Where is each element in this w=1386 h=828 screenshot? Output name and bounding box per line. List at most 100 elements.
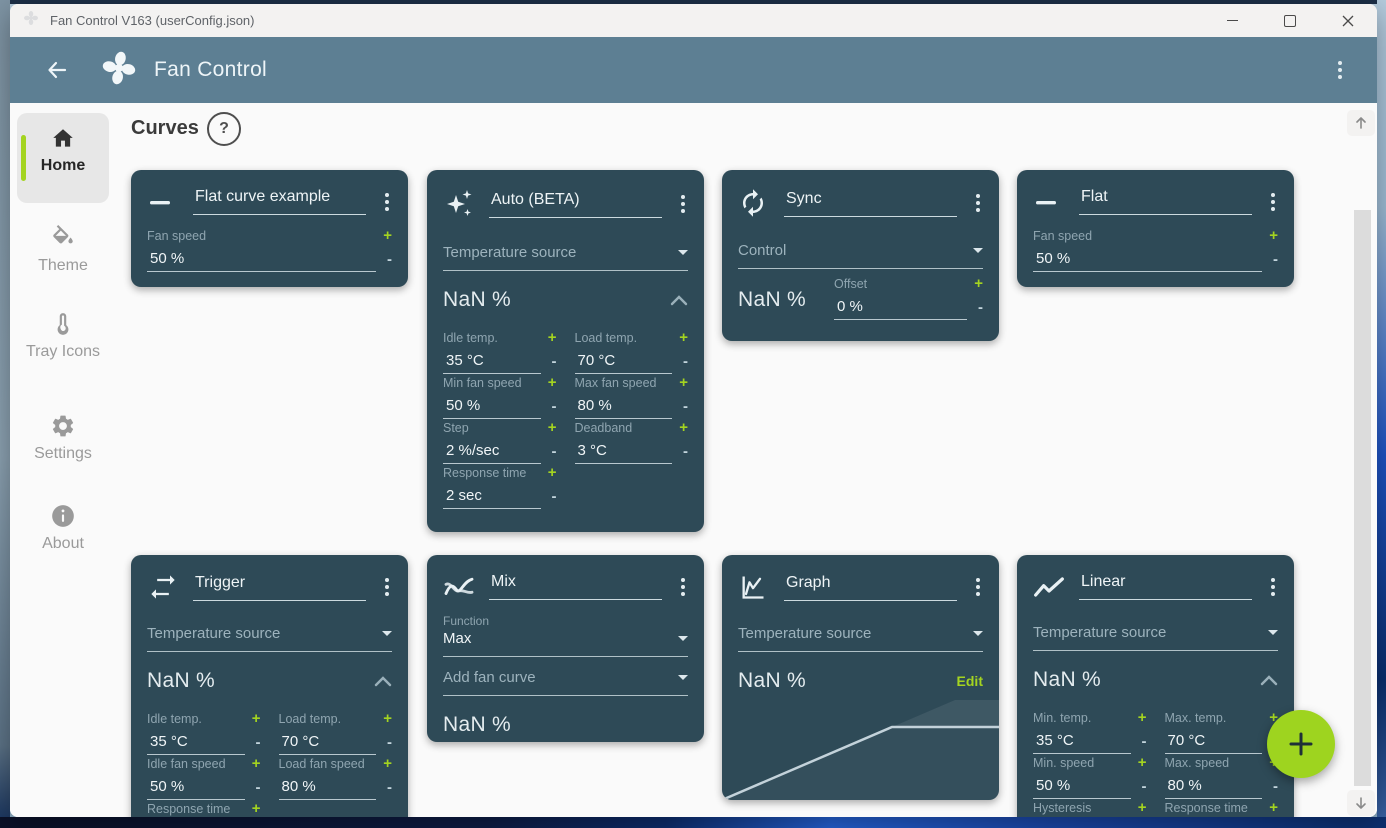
increment-button[interactable]: + — [547, 464, 557, 481]
curve-name-input[interactable] — [784, 573, 957, 601]
increment-button[interactable]: + — [1137, 799, 1147, 816]
card-menu-button[interactable] — [678, 575, 688, 599]
curve-name-input[interactable] — [193, 188, 366, 215]
temperature-source-select[interactable]: Temperature source — [738, 625, 983, 652]
scroll-up-button[interactable] — [1347, 110, 1375, 136]
curve-card-flat[interactable]: Fan speed + 50 %- — [1017, 170, 1294, 287]
card-menu-button[interactable] — [973, 191, 983, 215]
increment-button[interactable]: + — [679, 329, 688, 346]
curve-card-flat-example[interactable]: Fan speed + 50 %- — [131, 170, 408, 287]
field-value[interactable]: 50 % — [147, 250, 376, 272]
increment-button[interactable]: + — [1137, 754, 1147, 771]
field-value[interactable]: 0 % — [834, 298, 967, 320]
field-value[interactable]: 80 % — [574, 397, 672, 419]
function-select[interactable]: Max — [443, 630, 688, 657]
decrement-button[interactable]: - — [683, 443, 688, 460]
curve-card-graph[interactable]: Temperature source NaN % Edit — [722, 555, 999, 800]
curve-name-input[interactable] — [784, 189, 957, 217]
close-button[interactable] — [1319, 4, 1377, 37]
decrement-button[interactable]: - — [1273, 251, 1278, 268]
increment-button[interactable]: + — [547, 329, 557, 346]
increment-button[interactable]: + — [1269, 709, 1278, 726]
field-value[interactable]: 70 °C — [278, 733, 376, 755]
minimize-button[interactable] — [1203, 4, 1261, 37]
field-value[interactable]: 80 % — [1164, 777, 1262, 799]
scroll-down-button[interactable] — [1347, 790, 1375, 816]
decrement-button[interactable]: - — [551, 398, 557, 415]
sidebar-item-home[interactable]: Home — [17, 113, 109, 203]
increment-button[interactable]: + — [251, 800, 261, 817]
decrement-button[interactable]: - — [683, 353, 688, 370]
temperature-source-select[interactable]: Temperature source — [443, 244, 688, 271]
curve-name-input[interactable] — [1079, 573, 1252, 600]
temperature-source-select[interactable]: Temperature source — [147, 625, 392, 652]
card-menu-button[interactable] — [382, 190, 392, 214]
card-menu-button[interactable] — [1268, 575, 1278, 599]
decrement-button[interactable]: - — [1273, 778, 1278, 795]
decrement-button[interactable]: - — [551, 353, 557, 370]
decrement-button[interactable]: - — [255, 779, 261, 796]
decrement-button[interactable]: - — [1141, 778, 1147, 795]
increment-button[interactable]: + — [383, 710, 392, 727]
curve-name-input[interactable] — [489, 190, 662, 218]
decrement-button[interactable]: - — [387, 251, 392, 268]
curve-card-mix[interactable]: Function Max Add fan curve NaN % — [427, 555, 704, 742]
card-menu-button[interactable] — [382, 575, 392, 599]
decrement-button[interactable]: - — [255, 734, 261, 751]
increment-button[interactable]: + — [383, 227, 392, 244]
curve-name-input[interactable] — [193, 573, 366, 601]
card-menu-button[interactable] — [973, 575, 983, 599]
curve-name-input[interactable] — [489, 573, 662, 600]
increment-button[interactable]: + — [1269, 227, 1278, 244]
field-value[interactable]: 35 °C — [1033, 732, 1131, 754]
curve-name-input[interactable] — [1079, 188, 1252, 215]
field-value[interactable]: 35 °C — [443, 352, 541, 374]
increment-button[interactable]: + — [547, 374, 557, 391]
control-select[interactable]: Control — [738, 242, 983, 269]
field-value[interactable]: 50 % — [1033, 250, 1262, 272]
collapse-button[interactable] — [374, 675, 392, 687]
increment-button[interactable]: + — [251, 710, 261, 727]
field-value[interactable]: 50 % — [1033, 777, 1131, 799]
increment-button[interactable]: + — [251, 755, 261, 772]
maximize-button[interactable] — [1261, 4, 1319, 37]
help-button[interactable]: ? — [207, 112, 241, 146]
add-fan-curve-select[interactable]: Add fan curve — [443, 669, 688, 696]
field-value[interactable]: 50 % — [443, 397, 541, 419]
increment-button[interactable]: + — [1269, 799, 1278, 816]
decrement-button[interactable]: - — [683, 398, 688, 415]
sidebar-item-theme[interactable]: Theme — [10, 225, 116, 276]
increment-button[interactable]: + — [547, 419, 557, 436]
increment-button[interactable]: + — [1137, 709, 1147, 726]
temperature-source-select[interactable]: Temperature source — [1033, 624, 1278, 651]
field-value[interactable]: 35 °C — [147, 733, 245, 755]
card-menu-button[interactable] — [1268, 190, 1278, 214]
decrement-button[interactable]: - — [1141, 733, 1147, 750]
scrollbar-thumb[interactable] — [1354, 210, 1371, 786]
decrement-button[interactable]: - — [551, 443, 557, 460]
decrement-button[interactable]: - — [551, 488, 557, 505]
increment-button[interactable]: + — [974, 275, 983, 292]
collapse-button[interactable] — [1260, 674, 1278, 686]
field-value[interactable]: 70 °C — [1164, 732, 1262, 754]
decrement-button[interactable]: - — [387, 779, 392, 796]
sidebar-item-tray-icons[interactable]: Tray Icons — [10, 311, 116, 362]
sidebar-item-settings[interactable]: Settings — [10, 413, 116, 464]
field-value[interactable]: 2 %/sec — [443, 442, 541, 464]
curve-card-sync[interactable]: Control NaN % Offset + 0 %- — [722, 170, 999, 341]
header-menu-button[interactable] — [1335, 58, 1345, 82]
back-button[interactable] — [40, 53, 74, 87]
sidebar-item-about[interactable]: About — [10, 503, 116, 554]
curve-card-trigger[interactable]: Temperature source NaN % Idle temp. + 35 … — [131, 555, 408, 817]
card-menu-button[interactable] — [678, 192, 688, 216]
collapse-button[interactable] — [670, 294, 688, 306]
decrement-button[interactable]: - — [387, 734, 392, 751]
field-value[interactable]: 70 °C — [574, 352, 672, 374]
field-value[interactable]: 2 sec — [443, 487, 541, 509]
field-value[interactable]: 80 % — [278, 778, 376, 800]
curve-card-linear[interactable]: Temperature source NaN % Min. temp. + 35 … — [1017, 555, 1294, 817]
field-value[interactable]: 3 °C — [574, 442, 672, 464]
add-curve-fab[interactable] — [1267, 710, 1335, 778]
increment-button[interactable]: + — [383, 755, 392, 772]
curve-card-auto[interactable]: Temperature source NaN % Idle temp. + 35 … — [427, 170, 704, 532]
